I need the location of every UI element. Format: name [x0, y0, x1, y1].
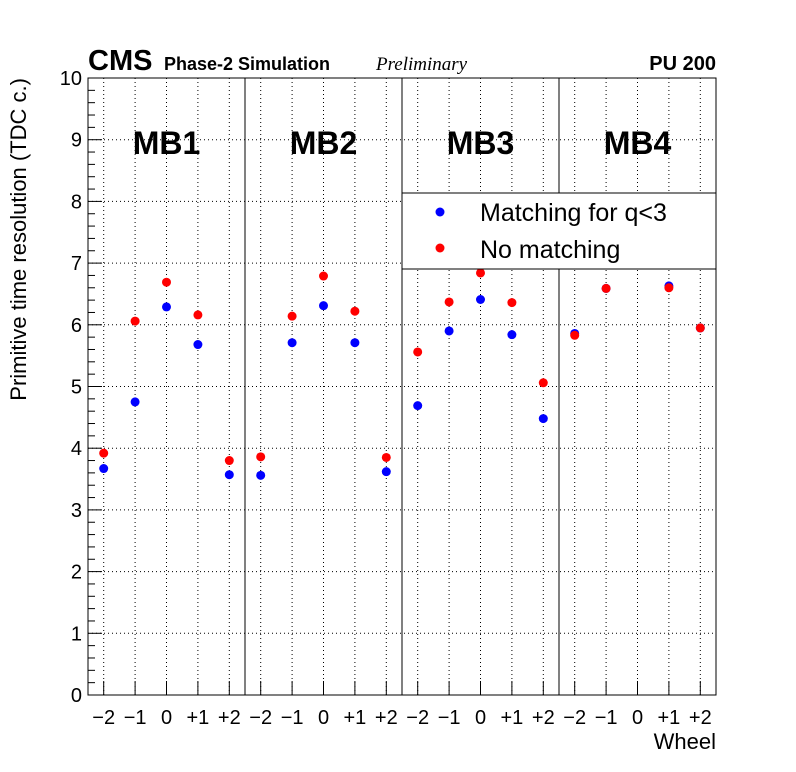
x-tick-label: +1 [500, 707, 523, 729]
point-no-matching [224, 456, 234, 466]
y-tick-label: 6 [71, 315, 82, 337]
point-matching [224, 470, 234, 480]
x-tick-label: +2 [375, 707, 398, 729]
point-matching [413, 401, 423, 411]
grid [88, 78, 716, 695]
y-tick-label: 4 [71, 438, 82, 460]
x-tick-label: −1 [281, 707, 304, 729]
x-tick-label: 0 [161, 707, 172, 729]
x-tick-label: −2 [249, 707, 272, 729]
y-tick-label: 8 [71, 191, 82, 213]
point-no-matching [507, 298, 517, 308]
point-no-matching [350, 306, 360, 316]
point-no-matching [99, 448, 109, 458]
point-no-matching [256, 452, 266, 462]
experiment-label: CMS [88, 45, 152, 77]
point-matching [256, 470, 266, 480]
x-tick-label: +2 [532, 707, 555, 729]
point-matching [162, 302, 171, 312]
point-no-matching [664, 283, 674, 293]
subtitle-label: Phase-2 Simulation [164, 54, 330, 74]
x-tick-label: −2 [406, 707, 429, 729]
station-label-mb2: MB2 [290, 125, 358, 161]
x-tick-label: +2 [218, 707, 241, 729]
point-no-matching [162, 277, 171, 287]
y-tick-label: 10 [60, 68, 82, 90]
x-tick-label: +1 [186, 707, 209, 729]
legend-entry-no-matching: No matching [480, 236, 620, 264]
point-no-matching [476, 268, 485, 278]
point-no-matching [381, 452, 391, 462]
point-no-matching [601, 283, 611, 293]
legend: Matching for q<3 No matching [401, 192, 717, 270]
legend-marker-no-matching [435, 243, 445, 253]
y-axis: 0 1 2 3 4 5 6 7 8 9 10 [60, 68, 102, 707]
point-no-matching [193, 310, 203, 320]
y-tick-label: 7 [71, 253, 82, 275]
y-axis-title: Primitive time resolution (TDC c.) [6, 78, 31, 401]
x-tick-label: −2 [563, 707, 586, 729]
station-label-mb1: MB1 [133, 125, 201, 161]
point-matching [130, 397, 140, 407]
point-matching [350, 338, 360, 348]
x-tick-label: −1 [438, 707, 461, 729]
y-tick-label: 5 [71, 377, 82, 399]
data-points [99, 268, 705, 480]
point-no-matching [444, 297, 454, 307]
x-tick-label: −1 [124, 707, 147, 729]
point-matching [319, 301, 328, 311]
point-matching [287, 338, 297, 348]
point-no-matching [538, 378, 548, 388]
station-label-mb3: MB3 [447, 125, 515, 161]
x-axis-title: Wheel [654, 729, 716, 754]
station-label-mb4: MB4 [604, 125, 672, 161]
point-matching [193, 340, 203, 350]
x-tick-label: 0 [475, 707, 486, 729]
x-tick-label: −1 [595, 707, 618, 729]
y-tick-label: 9 [71, 130, 82, 152]
point-matching [476, 295, 485, 305]
y-tick-label: 2 [71, 562, 82, 584]
legend-box [401, 192, 717, 270]
x-tick-label: 0 [318, 707, 329, 729]
point-matching [507, 330, 517, 340]
legend-marker-matching [435, 207, 445, 217]
x-tick-label: +2 [689, 707, 712, 729]
x-tick-label: +1 [657, 707, 680, 729]
station-labels: MB1 MB2 MB3 MB4 [133, 125, 672, 161]
point-matching [444, 326, 454, 336]
point-no-matching [319, 271, 328, 281]
station-dividers [244, 78, 560, 695]
point-no-matching [413, 347, 423, 357]
point-no-matching [695, 323, 705, 333]
point-matching [99, 464, 109, 474]
status-label: Preliminary [375, 54, 468, 75]
x-tick-label: −2 [92, 707, 115, 729]
point-no-matching [287, 311, 297, 321]
point-no-matching [130, 316, 140, 326]
point-matching [538, 414, 548, 424]
y-tick-label: 0 [71, 685, 82, 707]
point-no-matching [570, 330, 580, 340]
y-tick-label: 1 [71, 623, 82, 645]
x-tick-label: +1 [343, 707, 366, 729]
y-tick-label: 3 [71, 500, 82, 522]
x-axis: −2 −1 0 +1 +2 −2 −1 0 +1 +2 −2 −1 0 +1 +2 −2 −1 0 +1 +2 [92, 681, 712, 729]
pileup-label: PU 200 [649, 53, 716, 75]
point-matching [381, 467, 391, 477]
legend-entry-matching: Matching for q<3 [480, 199, 667, 227]
x-tick-label: 0 [632, 707, 643, 729]
